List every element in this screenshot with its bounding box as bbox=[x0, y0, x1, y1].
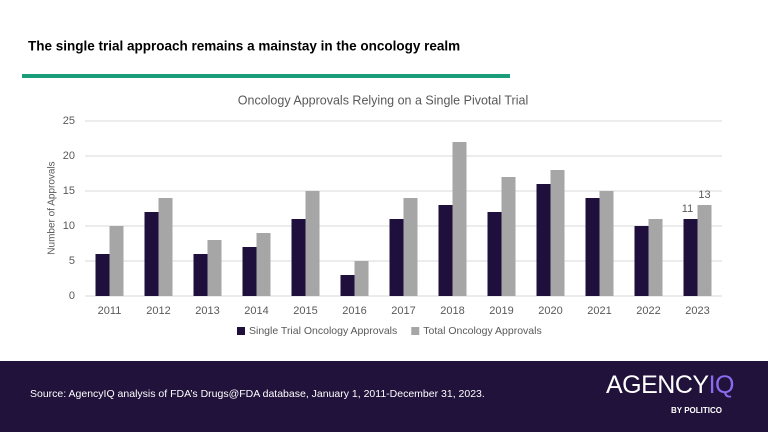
bar bbox=[256, 233, 271, 296]
bar bbox=[305, 191, 320, 296]
x-tick-label: 2018 bbox=[440, 305, 464, 317]
x-tick-label: 2012 bbox=[146, 305, 170, 317]
bar bbox=[501, 177, 516, 296]
y-tick-label: 25 bbox=[63, 115, 75, 127]
y-tick-label: 15 bbox=[63, 185, 75, 197]
x-tick-label: 2014 bbox=[244, 305, 268, 317]
bar bbox=[389, 219, 404, 296]
bar bbox=[697, 205, 712, 296]
bar bbox=[438, 205, 453, 296]
bar bbox=[634, 226, 649, 296]
y-tick-label: 5 bbox=[69, 255, 75, 267]
y-axis-label: Number of Approvals bbox=[47, 161, 58, 254]
bar bbox=[95, 254, 110, 296]
plot: 0 5 10 15 20 25 2011 2012 2013 2014 2015 2016 2017 20… bbox=[63, 115, 722, 337]
bar bbox=[354, 261, 369, 296]
bar bbox=[585, 198, 600, 296]
bar bbox=[144, 212, 159, 296]
bar bbox=[207, 240, 222, 296]
bar bbox=[683, 219, 698, 296]
bar bbox=[291, 219, 306, 296]
bar bbox=[452, 142, 467, 296]
x-tick-label: 2011 bbox=[98, 305, 122, 317]
x-tick-label: 2021 bbox=[587, 305, 611, 317]
x-tick-label: 2023 bbox=[685, 305, 709, 317]
x-tick-label: 2019 bbox=[489, 305, 513, 317]
legend-swatch bbox=[237, 327, 245, 335]
logo: AGENCYIQ bbox=[606, 371, 734, 399]
bar bbox=[487, 212, 502, 296]
bar bbox=[158, 198, 173, 296]
source-note: Source: AgencyIQ analysis of FDA’s Drugs… bbox=[30, 388, 485, 400]
x-tick-label: 2020 bbox=[538, 305, 562, 317]
legend-label: Total Oncology Approvals bbox=[423, 325, 541, 337]
bar bbox=[242, 247, 257, 296]
logo-part: AGENCY bbox=[606, 371, 709, 399]
bar bbox=[648, 219, 663, 296]
y-tick-label: 0 bbox=[69, 290, 75, 302]
x-tick-label: 2017 bbox=[391, 305, 415, 317]
logo-part: IQ bbox=[709, 371, 734, 399]
data-label: 11 bbox=[682, 203, 693, 215]
chart-title: Oncology Approvals Relying on a Single P… bbox=[238, 93, 528, 107]
bar bbox=[599, 191, 614, 296]
x-tick-label: 2022 bbox=[636, 305, 660, 317]
logo-sub: BY POLITICO bbox=[671, 406, 722, 415]
slide-title: The single trial approach remains a main… bbox=[28, 39, 460, 54]
legend-label: Single Trial Oncology Approvals bbox=[249, 325, 397, 337]
bar bbox=[536, 184, 551, 296]
y-tick-label: 10 bbox=[63, 220, 75, 232]
y-tick-label: 20 bbox=[63, 150, 75, 162]
data-label: 13 bbox=[698, 189, 710, 201]
x-tick-label: 2016 bbox=[342, 305, 366, 317]
bar bbox=[403, 198, 418, 296]
footer bbox=[0, 361, 768, 432]
bar bbox=[193, 254, 208, 296]
bar bbox=[340, 275, 355, 296]
accent-bar bbox=[22, 74, 510, 78]
x-tick-label: 2013 bbox=[195, 305, 219, 317]
x-tick-label: 2015 bbox=[293, 305, 317, 317]
legend-swatch bbox=[411, 327, 420, 335]
bar bbox=[109, 226, 124, 296]
bar bbox=[550, 170, 565, 296]
